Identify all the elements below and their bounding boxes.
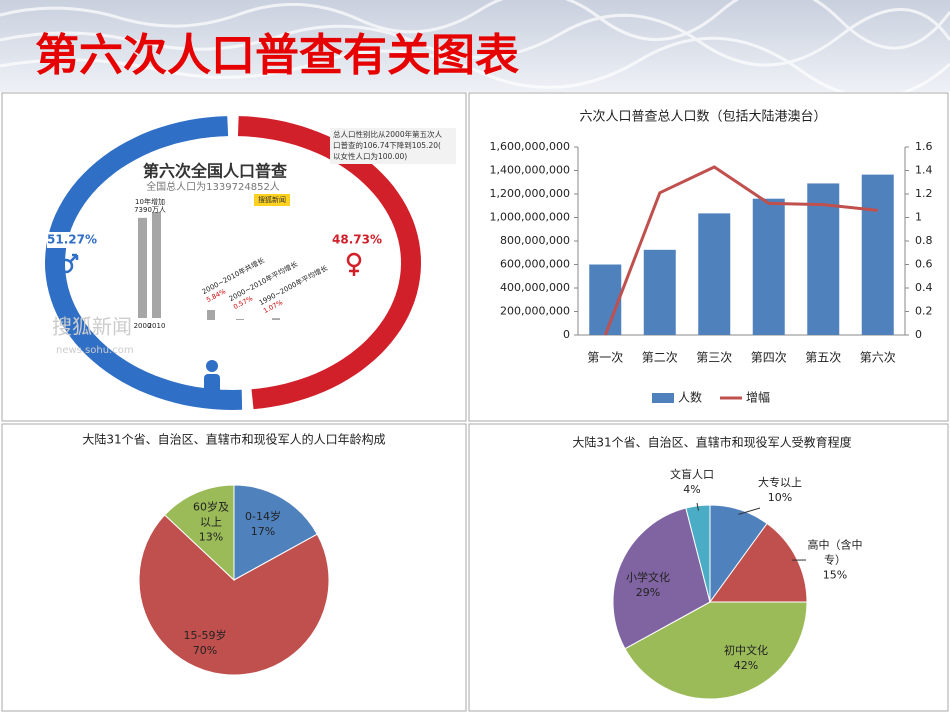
slice-category: 小学文化 <box>626 571 670 584</box>
bar <box>698 213 731 335</box>
y2-tick-label: 0 <box>915 328 922 341</box>
y-tick-label: 400,000,000 <box>500 281 570 294</box>
y-tick-label: 1,200,000,000 <box>490 187 570 200</box>
slice-category: 初中文化 <box>724 644 768 657</box>
slice-label: 15-59岁 70% <box>175 628 235 658</box>
slice-value: 4% <box>683 483 701 496</box>
y2-tick-label: 0.2 <box>915 305 933 318</box>
bar <box>643 249 676 335</box>
slice-category: 文盲人口 <box>670 468 714 481</box>
pie-slice <box>709 522 808 603</box>
legend-swatch <box>652 393 674 403</box>
logo: 搜狐新闻 <box>258 195 286 204</box>
slice-category: 大专以上 <box>758 476 802 489</box>
y-tick-label: 0 <box>563 328 570 341</box>
slice-value: 42% <box>733 659 759 672</box>
line <box>603 165 878 336</box>
bar <box>272 318 280 320</box>
slice-value: 70% <box>192 644 218 657</box>
slice-category: 60岁及以上 <box>193 500 229 529</box>
slice-label: 60岁及以上 13% <box>191 500 231 545</box>
slice-value: 17% <box>250 525 276 538</box>
bar <box>207 310 215 320</box>
chart-title: 大陆31个省、自治区、直辖市和现役军人受教育程度 <box>572 435 851 450</box>
logo-box <box>254 194 290 206</box>
x-tick-label: 第三次 <box>696 351 732 365</box>
value-label: 51.27% <box>47 233 97 247</box>
legend-label: 增幅 <box>746 390 770 405</box>
slice-value: 10% <box>767 491 793 504</box>
bar <box>589 264 622 335</box>
ring-segment <box>237 116 422 410</box>
female-icon <box>346 252 362 276</box>
pie-slice <box>138 514 330 676</box>
watermark: news.sohu.com <box>56 345 134 356</box>
slice-value: 29% <box>635 586 661 599</box>
bar-note: 7390万人 <box>134 206 166 214</box>
y-tick-label: 1,600,000,000 <box>490 140 570 153</box>
y-tick-label: 200,000,000 <box>500 305 570 318</box>
bar <box>152 212 161 318</box>
label-bg <box>47 232 97 248</box>
y-tick-label: 1,400,000,000 <box>490 164 570 177</box>
y-tick-label: 1,000,000,000 <box>490 211 570 224</box>
value-label: 48.73% <box>332 233 382 247</box>
slice-label: 文盲人口 4% <box>662 467 722 497</box>
y2-tick-label: 1 <box>915 211 922 224</box>
pie-slice <box>624 601 808 700</box>
legend-label: 人数 <box>678 390 702 405</box>
annotation: 口普查的106.74下降到105.20( <box>333 140 441 150</box>
y-tick-label: 600,000,000 <box>500 258 570 271</box>
slice-label: 小学文化 29% <box>618 570 678 600</box>
slice-value: 15% <box>822 568 848 582</box>
slice-label: 初中文化 42% <box>716 643 776 673</box>
annotation-box <box>330 128 456 164</box>
chart-title: 六次人口普查总人口数（包括大陆港澳台） <box>579 109 826 125</box>
slice-category: 15-59岁 <box>183 629 227 642</box>
leader-line <box>738 507 761 515</box>
x-tick-label: 第五次 <box>805 351 841 365</box>
bar <box>236 319 244 320</box>
annotation: 以女性人口为100.00) <box>333 151 407 161</box>
x-tick-label: 第六次 <box>860 351 896 365</box>
slice-label: 高中（含中专） 15% <box>807 538 863 583</box>
slice-label: 大专以上 10% <box>750 475 810 505</box>
pie-slice <box>164 484 235 582</box>
chart-title: 大陆31个省、自治区、直辖市和现役军人的人口年龄构成 <box>82 432 385 447</box>
pie-slice <box>612 507 711 650</box>
bar-label: 2000 <box>134 322 152 330</box>
slice-label: 0-14岁 17% <box>238 509 288 539</box>
pie-slice <box>233 484 318 581</box>
bar-label: 2010 <box>148 322 166 330</box>
x-tick-label: 第四次 <box>751 351 787 365</box>
y2-tick-label: 0.8 <box>915 234 933 247</box>
infographic-subtitle: 全国总人口为1339724852人 <box>146 180 280 193</box>
label-bg <box>332 232 382 248</box>
ring-segment <box>44 116 243 411</box>
bar <box>807 183 840 335</box>
header-waves <box>0 0 950 99</box>
y2-tick-label: 1.6 <box>915 140 933 153</box>
y2-tick-label: 1.2 <box>915 187 933 200</box>
annotation: 总人口性别比从2000年第五次人 <box>333 129 443 139</box>
x-tick-label: 第二次 <box>642 351 678 365</box>
slice-category: 高中（含中专） <box>807 538 863 567</box>
bar-note: 10年增加 <box>135 197 165 206</box>
x-tick-label: 第一次 <box>587 351 623 365</box>
slice-category: 0-14岁 <box>245 510 281 523</box>
bar <box>752 198 785 335</box>
leader-line <box>696 502 699 511</box>
bar <box>138 217 147 318</box>
y2-tick-label: 1.4 <box>915 164 933 177</box>
y2-tick-label: 0.6 <box>915 258 933 271</box>
watermark: 搜狐新闻 <box>52 315 132 339</box>
slide-title: 第六次人口普查有关图表 <box>35 30 519 81</box>
bar <box>861 174 894 335</box>
y2-tick-label: 0.4 <box>915 281 933 294</box>
slice-value: 13% <box>198 530 224 544</box>
infographic-title: 第六次全国人口普查 <box>143 162 287 181</box>
y-tick-label: 800,000,000 <box>500 234 570 247</box>
